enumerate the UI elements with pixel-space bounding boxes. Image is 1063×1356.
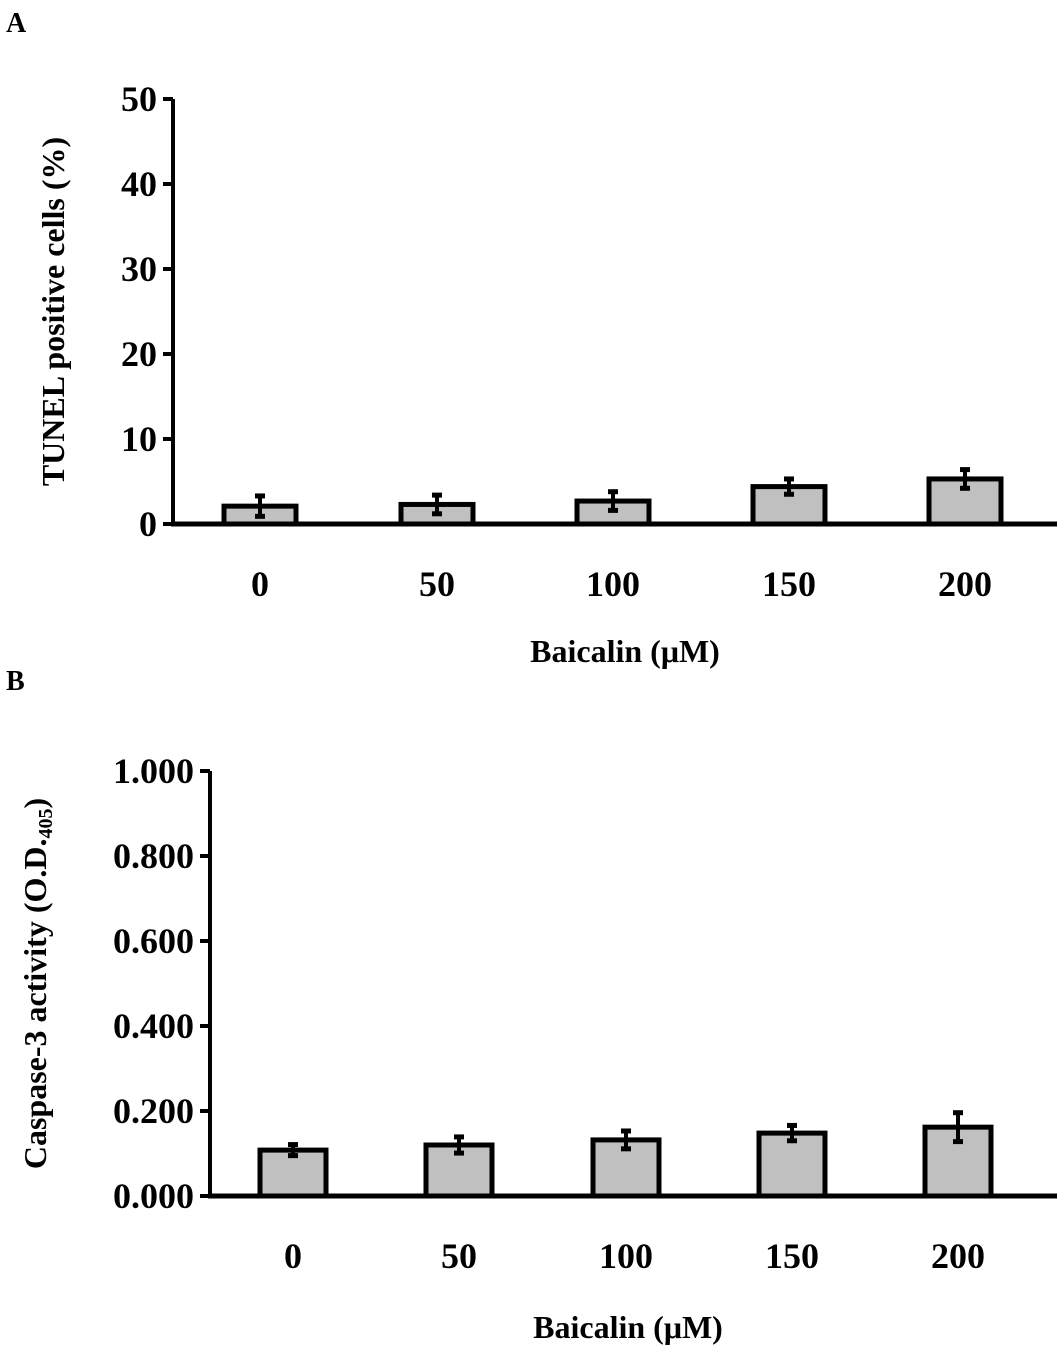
y-tick-label: 20 — [121, 334, 157, 374]
x-tick-label: 0 — [251, 564, 269, 604]
chart-a-tunel: 0 10 20 30 40 50 0 50 100 150 200 Baicalin (μM) TUNE… — [35, 79, 1057, 669]
x-axis-label: Baicalin (μM) — [530, 633, 720, 669]
x-tick-label: 0 — [284, 1236, 302, 1276]
y-tick-label: 0.600 — [113, 921, 194, 961]
y-tick-label: 0.400 — [113, 1006, 194, 1046]
y-axis-label: Caspase-3 activity (O.D.405) — [17, 798, 57, 1169]
x-axis-label: Baicalin (μM) — [533, 1309, 723, 1345]
y-tick-label: 30 — [121, 249, 157, 289]
y-tick-label: 0.800 — [113, 836, 194, 876]
y-axis-label-main: Caspase-3 activity (O.D. — [17, 839, 53, 1170]
x-tick-label: 100 — [586, 564, 640, 604]
y-tick-label: 10 — [121, 419, 157, 459]
panel-label-a: A — [6, 8, 27, 39]
y-tick-label: 50 — [121, 79, 157, 119]
panel-label-b: B — [6, 666, 25, 697]
y-tick-label: 40 — [121, 164, 157, 204]
chart-b-caspase: 0.000 0.200 0.400 0.600 0.800 1.000 0 50 100 150 2… — [17, 751, 1057, 1345]
y-axis-label-subscript: 405 — [35, 809, 57, 839]
x-tick-label: 200 — [938, 564, 992, 604]
x-tick-label: 50 — [419, 564, 455, 604]
y-tick-label: 0 — [139, 504, 157, 544]
x-tick-label: 50 — [441, 1236, 477, 1276]
y-tick-label: 0.200 — [113, 1091, 194, 1131]
y-axis-label-end: ) — [17, 798, 53, 809]
x-tick-label: 100 — [599, 1236, 653, 1276]
y-axis-label: TUNEL positive cells (%) — [35, 137, 71, 486]
x-tick-label: 150 — [765, 1236, 819, 1276]
y-tick-label: 0.000 — [113, 1176, 194, 1216]
x-tick-label: 150 — [762, 564, 816, 604]
x-tick-label: 200 — [931, 1236, 985, 1276]
y-tick-label: 1.000 — [113, 751, 194, 791]
